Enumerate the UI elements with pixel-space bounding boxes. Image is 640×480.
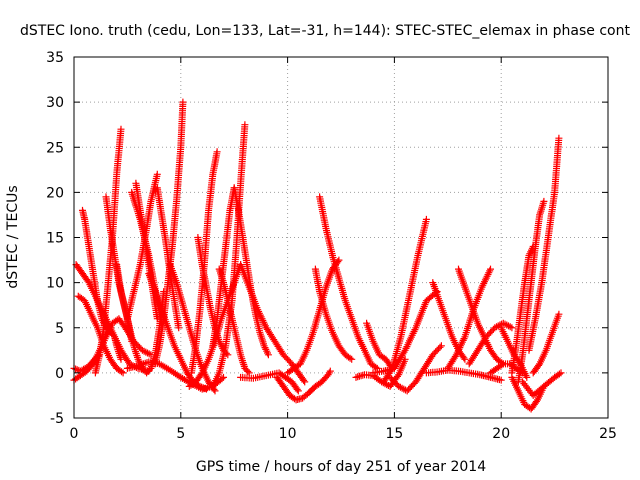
series-s45: [519, 369, 565, 399]
x-tick-label: 0: [70, 426, 79, 442]
series-s29: [316, 193, 381, 372]
series-s6: [70, 315, 155, 384]
series-s39: [465, 319, 516, 368]
y-tick-label: 0: [55, 366, 64, 382]
y-tick-label: 15: [46, 231, 64, 247]
y-tick-label: 30: [46, 95, 64, 111]
series-markers: [237, 369, 302, 395]
series-s34: [386, 342, 445, 395]
series-markers: [514, 197, 548, 386]
y-tick-label: 5: [55, 321, 64, 337]
series-markers: [519, 369, 565, 399]
series-markers: [209, 121, 249, 390]
series-s24: [237, 261, 309, 386]
x-tick-label: 20: [492, 426, 510, 442]
series-markers: [151, 98, 187, 368]
y-axis: -5 0 5 10 15 20 25 30 35: [46, 50, 608, 427]
x-axis-title: GPS time / hours of day 251 of year 2014: [196, 459, 486, 475]
series-markers: [386, 342, 445, 395]
y-tick-label: 35: [46, 50, 64, 66]
series-s25: [237, 369, 302, 395]
x-tick-label: 25: [599, 426, 617, 442]
series-markers: [70, 315, 155, 384]
series-markers: [465, 319, 516, 368]
series-s42: [508, 373, 548, 413]
data-series: [70, 98, 565, 413]
series-s46: [529, 310, 563, 377]
series-s33: [380, 215, 430, 386]
y-axis-title: dSTEC / TECUs: [5, 185, 21, 288]
series-s15: [151, 98, 187, 368]
series-markers: [444, 265, 494, 372]
series-s38: [444, 265, 494, 372]
series-markers: [311, 265, 356, 363]
y-tick-label: -5: [50, 411, 64, 427]
series-s27: [284, 256, 343, 377]
series-markers: [284, 256, 343, 377]
chart-title: dSTEC Iono. truth (cedu, Lon=133, Lat=-3…: [20, 23, 630, 39]
series-s23: [209, 121, 249, 390]
series-markers: [316, 193, 381, 372]
series-s26: [273, 367, 334, 404]
series-s30: [363, 319, 396, 372]
series-s43: [508, 243, 537, 377]
series-s44: [514, 197, 548, 386]
x-tick-label: 5: [176, 426, 185, 442]
series-markers: [237, 261, 309, 386]
series-s28: [311, 265, 356, 363]
series-s47: [525, 134, 563, 354]
series-markers: [525, 134, 563, 354]
series-markers: [508, 243, 537, 377]
series-markers: [380, 215, 430, 386]
x-axis: 0 5 10 15 20 25: [70, 57, 617, 442]
series-markers: [273, 367, 334, 404]
series-markers: [422, 366, 505, 384]
x-tick-label: 10: [279, 426, 297, 442]
y-tick-label: 20: [46, 185, 64, 201]
series-s36: [422, 366, 505, 384]
series-s21: [209, 184, 238, 350]
series-markers: [508, 373, 548, 413]
y-tick-label: 25: [46, 140, 64, 156]
series-markers: [123, 170, 161, 323]
series-markers: [209, 184, 238, 350]
y-tick-label: 10: [46, 276, 64, 292]
series-markers: [529, 310, 563, 377]
series-s11: [123, 170, 161, 323]
x-tick-label: 15: [385, 426, 403, 442]
series-markers: [363, 319, 396, 372]
